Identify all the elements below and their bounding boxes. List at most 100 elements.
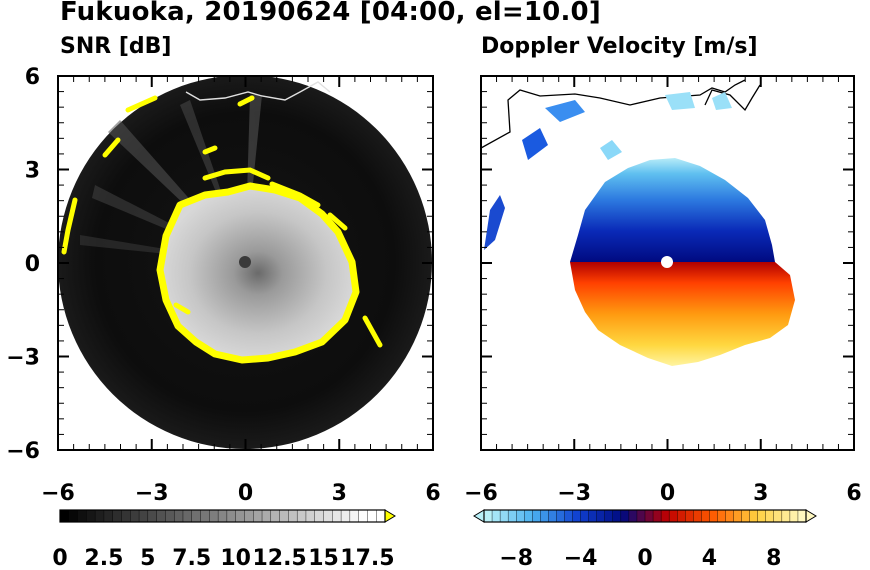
snr-colorbar-cell [261,509,272,523]
doppler-colorbar-extend-min [473,509,485,523]
doppler-colorbar-cell [540,509,550,523]
snr-colorbar-extend-max [384,509,396,523]
snr-colorbar-tick-label: 10 [220,546,251,570]
doppler-colorbar-cell [516,509,525,523]
doppler-x-tick-label: 0 [660,481,675,506]
doppler-colorbar-extend-max [805,509,817,523]
doppler-colorbar-cell [677,509,686,523]
snr-colorbar-cell [103,509,114,523]
snr-colorbar-cell [253,509,263,523]
figure-title: Fukuoka, 20190624 [04:00, el=10.0] [60,0,601,27]
snr-colorbar-cell [305,509,316,523]
doppler-colorbar-cell [668,509,678,523]
snr-colorbar-tick-label: 2.5 [84,546,123,570]
snr-colorbar-tick-label: 12.5 [252,546,306,570]
snr-colorbar-tick-label: 17.5 [340,546,394,570]
snr-x-tick-label: 6 [425,481,440,506]
snr-colorbar-cell [296,509,307,523]
doppler-colorbar-cell [652,509,662,523]
snr-colorbar-cell [323,509,333,523]
snr-colorbar-cell [121,509,131,523]
doppler-colorbar-cell [749,509,759,523]
doppler-far-echoes [484,92,732,250]
doppler-colorbar-cell [797,509,807,523]
doppler-colorbar-cell [499,509,509,523]
snr-y-tick-label: 0 [25,252,40,277]
doppler-colorbar-cell [548,509,558,523]
snr-colorbar-cell [314,509,325,523]
snr-panel-title: SNR [dB] [60,34,172,59]
snr-colorbar-cell [182,509,193,523]
snr-y-tick-label: 6 [25,65,40,90]
snr-colorbar-cell [217,509,228,523]
doppler-colorbar-cell [709,509,719,523]
snr-colorbar-tick-label: 0 [52,546,67,570]
doppler-colorbar-cell [532,509,542,523]
doppler-x-tick-label: −3 [557,481,591,506]
doppler-colorbar-cell [572,509,582,523]
doppler-colorbar-cell [701,509,711,523]
snr-colorbar-cell [270,509,281,523]
snr-colorbar-cell [112,509,123,523]
doppler-coastline [481,79,761,149]
snr-colorbar-cell [288,509,298,523]
snr-echo-core [156,182,360,364]
snr-colorbar-cell [173,509,184,523]
snr-colorbar-cell [191,509,202,523]
snr-y-tick-label: −3 [6,346,40,371]
doppler-colorbar-cell [620,509,630,523]
snr-colorbar-tick-label: 7.5 [172,546,211,570]
doppler-radar-center [661,256,673,268]
snr-y-tick-label: 3 [25,159,40,184]
doppler-colorbar-cell [524,509,534,523]
snr-y-tick-label: −6 [6,439,40,464]
doppler-colorbar-cell [483,509,493,523]
snr-coastline [185,81,331,101]
doppler-x-tick-label: 3 [753,481,768,506]
doppler-colorbar-cell [685,509,695,523]
snr-colorbar-cell [235,509,246,523]
doppler-colorbar-cell [725,509,735,523]
snr-colorbar-cell [138,509,149,523]
snr-x-tick-label: 0 [238,481,253,506]
doppler-colorbar-cell [556,509,566,523]
snr-colorbar-cell [68,509,79,523]
doppler-colorbar-cell [604,509,614,523]
snr-colorbar-tick-label: 15 [308,546,339,570]
snr-x-tick-label: −3 [135,481,169,506]
doppler-colorbar-cell [781,509,791,523]
snr-ticks: −6 −3 0 3 6 6 3 0 −3 −6 [6,65,440,506]
snr-colorbar: 0 2.5 5 7.5 10 12.5 15 17.5 [52,509,396,570]
snr-colorbar-cell [209,509,219,523]
snr-x-tick-label: −6 [41,481,75,506]
doppler-colorbar: −8 −4 0 4 8 [473,509,817,570]
doppler-colorbar-cell [693,509,703,523]
doppler-colorbar-cell [789,509,799,523]
snr-colorbar-cell [376,509,386,523]
snr-plot-area [58,76,432,449]
doppler-x-tick-label: 6 [846,481,861,506]
doppler-colorbar-cell [491,509,501,523]
doppler-receding-region [570,262,795,366]
snr-colorbar-cell [147,509,158,523]
doppler-colorbar-cell [757,509,767,523]
snr-colorbar-cell [349,509,360,523]
doppler-colorbar-tick-label: 4 [702,546,717,570]
snr-colorbar-cell [86,509,96,523]
doppler-ticks: −6 −3 0 3 6 [464,75,862,506]
doppler-colorbar-tick-label: 0 [637,546,652,570]
doppler-colorbar-cell [660,509,670,523]
snr-colorbar-cell [165,509,175,523]
doppler-colorbar-cell [588,509,598,523]
snr-x-tick-label: 3 [332,481,347,506]
doppler-x-tick-label: −6 [464,481,498,506]
doppler-colorbar-tick-label: −4 [564,546,598,570]
doppler-colorbar-cell [644,509,654,523]
doppler-colorbar-cell [564,509,574,523]
doppler-colorbar-cell [580,509,590,523]
doppler-colorbar-cell [628,509,638,523]
doppler-colorbar-cell [636,509,646,523]
snr-colorbar-cell [279,509,290,523]
doppler-colorbar-cell [733,509,743,523]
snr-colorbar-cell [226,509,237,523]
